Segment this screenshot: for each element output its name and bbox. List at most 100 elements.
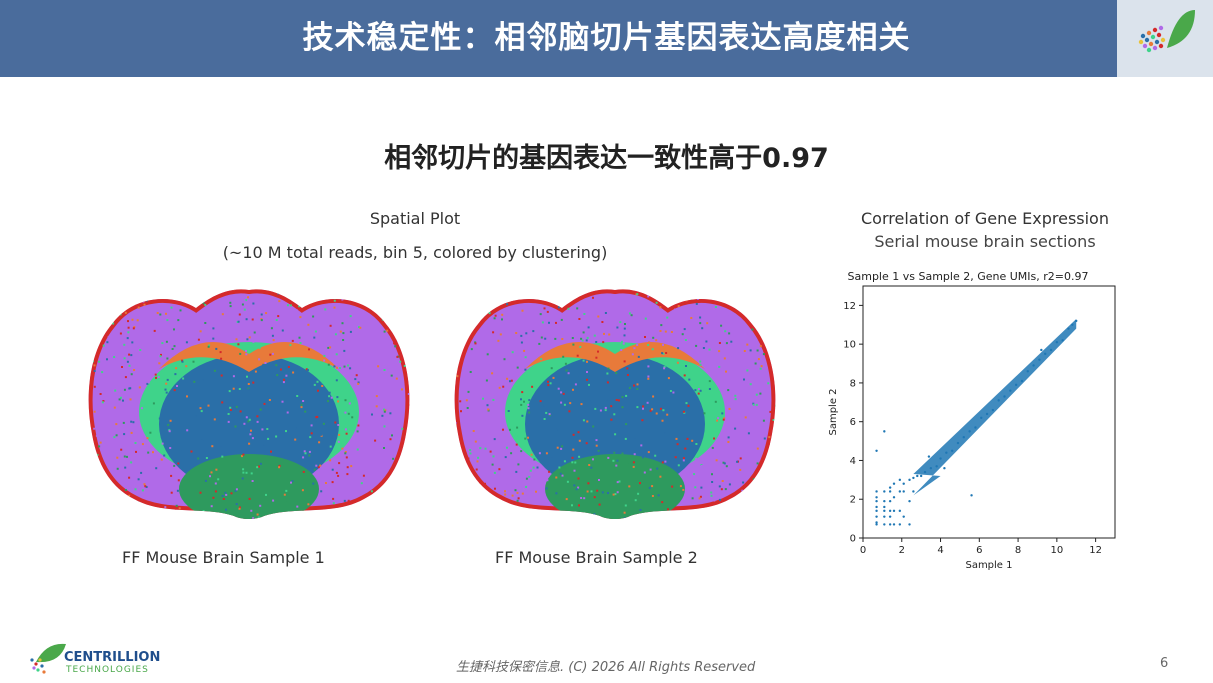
cluster-speckle bbox=[543, 404, 546, 407]
cluster-speckle bbox=[562, 513, 565, 516]
cluster-speckle bbox=[121, 361, 124, 364]
cluster-speckle bbox=[675, 450, 678, 453]
x-tick-label: 8 bbox=[1015, 545, 1021, 556]
cluster-speckle bbox=[536, 466, 539, 469]
cluster-speckle bbox=[689, 297, 692, 300]
cluster-speckle bbox=[331, 481, 334, 484]
cluster-speckle bbox=[123, 455, 126, 458]
cluster-speckle bbox=[550, 367, 553, 370]
cluster-speckle bbox=[682, 457, 685, 460]
cluster-speckle bbox=[294, 438, 297, 441]
cluster-speckle bbox=[603, 332, 605, 335]
cluster-speckle bbox=[298, 336, 301, 339]
cluster-speckle bbox=[744, 416, 747, 419]
cluster-speckle bbox=[479, 482, 481, 485]
cluster-speckle bbox=[370, 492, 373, 495]
cluster-speckle bbox=[456, 375, 459, 378]
cluster-speckle bbox=[561, 474, 564, 477]
cluster-speckle bbox=[586, 420, 589, 423]
cluster-speckle bbox=[675, 437, 678, 440]
cluster-speckle bbox=[636, 344, 639, 346]
cluster-speckle bbox=[628, 386, 631, 389]
cluster-speckle bbox=[724, 488, 727, 491]
cluster-speckle bbox=[774, 442, 776, 445]
cluster-speckle bbox=[114, 389, 117, 392]
cluster-speckle bbox=[134, 291, 136, 294]
cluster-speckle bbox=[147, 381, 150, 384]
cluster-speckle bbox=[349, 367, 352, 370]
cluster-speckle bbox=[144, 485, 147, 488]
cluster-speckle bbox=[578, 318, 581, 320]
cluster-speckle bbox=[723, 357, 726, 360]
cluster-speckle bbox=[336, 366, 338, 369]
cluster-speckle bbox=[138, 386, 141, 389]
cluster-speckle bbox=[664, 460, 667, 463]
cluster-speckle bbox=[179, 485, 182, 488]
cluster-speckle bbox=[530, 453, 533, 456]
cluster-speckle bbox=[665, 352, 668, 354]
cluster-speckle bbox=[232, 517, 235, 519]
cluster-speckle bbox=[461, 290, 464, 293]
cluster-speckle bbox=[383, 447, 385, 449]
cluster-speckle bbox=[351, 297, 354, 300]
cluster-speckle bbox=[412, 291, 414, 293]
cluster-speckle bbox=[767, 463, 769, 466]
cluster-speckle bbox=[637, 355, 640, 358]
scatter-point bbox=[875, 521, 878, 524]
cluster-speckle bbox=[685, 365, 687, 367]
cluster-speckle bbox=[544, 499, 547, 502]
cluster-speckle bbox=[396, 355, 399, 358]
cluster-speckle bbox=[479, 331, 482, 334]
cluster-speckle bbox=[343, 349, 346, 352]
cluster-speckle bbox=[310, 424, 313, 427]
cluster-speckle bbox=[499, 440, 502, 443]
cluster-speckle bbox=[157, 499, 160, 502]
cluster-speckle bbox=[749, 287, 751, 289]
cluster-speckle bbox=[520, 445, 523, 448]
cluster-speckle bbox=[112, 333, 115, 336]
cluster-speckle bbox=[300, 403, 303, 406]
cluster-speckle bbox=[170, 289, 173, 291]
cluster-speckle bbox=[124, 489, 127, 491]
scatter-point bbox=[1038, 358, 1041, 361]
cluster-speckle bbox=[160, 458, 163, 461]
cluster-speckle bbox=[334, 421, 337, 424]
cluster-speckle bbox=[178, 284, 180, 286]
cluster-speckle bbox=[113, 406, 116, 409]
cluster-speckle bbox=[623, 511, 626, 514]
cluster-speckle bbox=[578, 375, 581, 378]
cluster-speckle bbox=[615, 372, 618, 374]
slide-subtitle: 相邻切片的基因表达一致性高于0.97 bbox=[384, 143, 829, 174]
cluster-speckle bbox=[482, 307, 485, 310]
cluster-speckle bbox=[227, 413, 230, 415]
cluster-speckle bbox=[708, 284, 710, 286]
cluster-speckle bbox=[484, 482, 487, 485]
cluster-speckle bbox=[235, 405, 238, 408]
cluster-speckle bbox=[252, 340, 255, 343]
cluster-speckle bbox=[276, 374, 279, 377]
cluster-speckle bbox=[566, 480, 569, 483]
cluster-speckle bbox=[327, 363, 330, 366]
cluster-speckle bbox=[85, 332, 87, 334]
cluster-speckle bbox=[754, 301, 756, 304]
cluster-speckle bbox=[460, 410, 462, 413]
cluster-speckle bbox=[647, 344, 650, 346]
cluster-speckle bbox=[136, 319, 139, 322]
scatter-point bbox=[883, 505, 886, 509]
cluster-speckle bbox=[290, 481, 292, 484]
cluster-speckle bbox=[405, 325, 408, 328]
cluster-speckle bbox=[319, 464, 322, 467]
scatter-point bbox=[1009, 389, 1012, 392]
cluster-speckle bbox=[171, 348, 174, 350]
cluster-speckle bbox=[84, 358, 86, 360]
cluster-speckle bbox=[461, 518, 464, 519]
cluster-speckle bbox=[403, 320, 406, 323]
cluster-speckle bbox=[697, 388, 700, 390]
cluster-speckle bbox=[555, 321, 557, 324]
cluster-speckle bbox=[610, 418, 613, 421]
cluster-speckle bbox=[225, 493, 228, 496]
cluster-speckle bbox=[544, 337, 547, 340]
cluster-speckle bbox=[296, 505, 299, 508]
cluster-speckle bbox=[682, 410, 685, 413]
scatter-point bbox=[883, 515, 886, 518]
